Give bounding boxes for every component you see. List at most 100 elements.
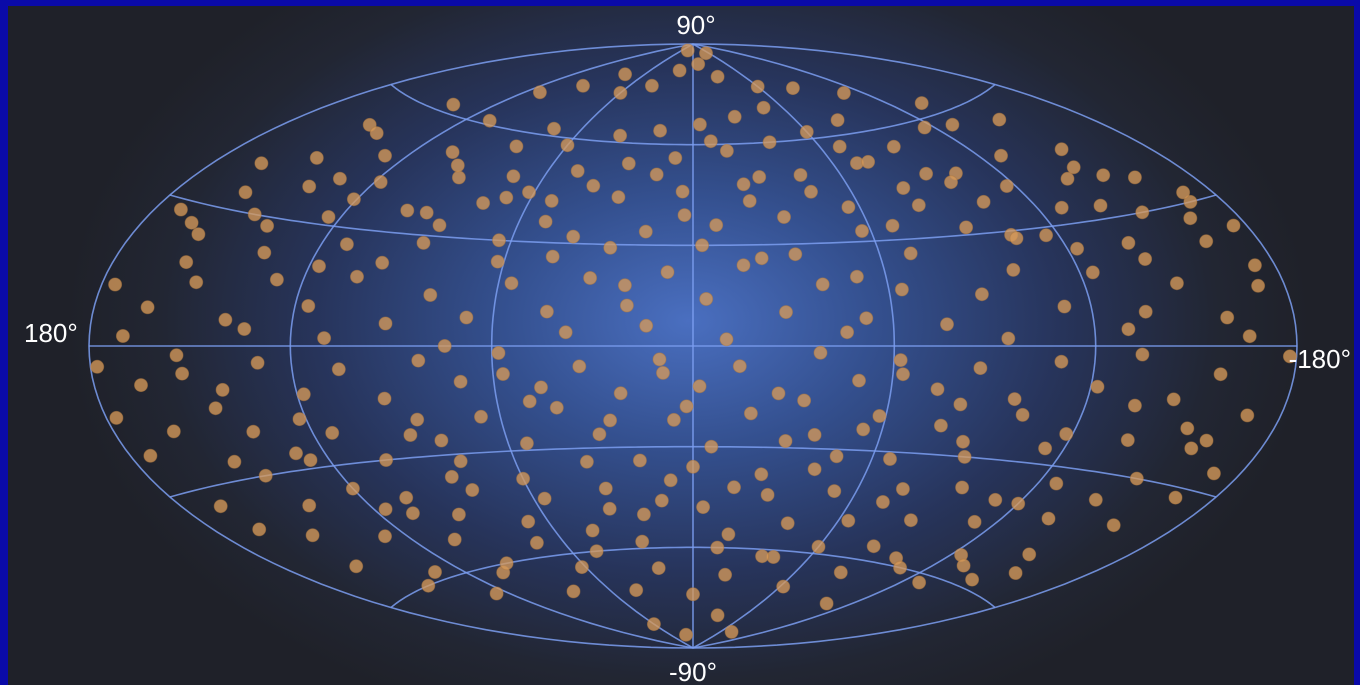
- data-point: [602, 501, 617, 516]
- data-point: [574, 560, 589, 575]
- data-point: [945, 117, 960, 132]
- data-point: [613, 85, 628, 100]
- data-point: [445, 145, 460, 160]
- data-point: [346, 192, 361, 207]
- data-point: [522, 185, 536, 200]
- data-point: [227, 454, 242, 469]
- data-point: [399, 490, 414, 505]
- data-point: [189, 275, 204, 290]
- data-point: [619, 298, 634, 313]
- data-point: [896, 181, 911, 195]
- data-point: [331, 362, 346, 377]
- data-point: [349, 559, 364, 574]
- data-point: [215, 382, 230, 397]
- data-point: [777, 210, 791, 224]
- data-point: [592, 427, 607, 442]
- data-point: [710, 69, 725, 84]
- data-point: [1251, 278, 1266, 293]
- data-point: [1096, 168, 1111, 183]
- data-point: [956, 434, 970, 449]
- data-point: [632, 453, 647, 468]
- data-point: [1057, 299, 1072, 314]
- data-point: [451, 507, 466, 522]
- data-point: [611, 190, 626, 205]
- data-point: [994, 148, 1008, 163]
- data-point: [1129, 471, 1144, 486]
- data-point: [1135, 205, 1150, 220]
- data-point: [886, 139, 901, 154]
- data-point: [940, 317, 954, 332]
- data-point: [506, 169, 521, 184]
- data-point: [1226, 218, 1241, 233]
- parallel--60: [390, 546, 996, 609]
- data-point: [1183, 194, 1198, 209]
- data-point: [444, 469, 459, 484]
- data-point: [696, 500, 711, 515]
- data-point: [1166, 392, 1181, 407]
- data-point: [1138, 252, 1153, 266]
- data-point: [305, 528, 320, 543]
- data-point: [651, 561, 666, 576]
- data-point: [841, 200, 856, 215]
- data-point: [423, 288, 438, 302]
- data-point: [1085, 265, 1100, 280]
- data-point: [1038, 441, 1053, 456]
- parallel-30: [169, 194, 1217, 247]
- data-point: [109, 410, 124, 425]
- data-point: [974, 287, 989, 302]
- data-point: [736, 258, 751, 273]
- data-point: [866, 539, 881, 554]
- data-point: [373, 175, 388, 189]
- data-point: [143, 448, 158, 463]
- data-point: [410, 412, 425, 427]
- data-point: [813, 345, 828, 360]
- data-point: [1011, 496, 1026, 511]
- data-point: [411, 353, 426, 368]
- data-point: [522, 394, 537, 409]
- data-point: [780, 516, 795, 531]
- data-point: [492, 233, 506, 248]
- data-point: [237, 322, 252, 336]
- data-point: [1127, 170, 1142, 185]
- data-point: [785, 81, 800, 96]
- data-point: [191, 227, 206, 242]
- data-point: [465, 483, 480, 497]
- data-point: [566, 584, 581, 599]
- data-point: [691, 57, 706, 72]
- data-point: [1039, 228, 1054, 243]
- data-point: [635, 534, 650, 549]
- data-point: [872, 409, 887, 423]
- data-point: [1041, 511, 1056, 526]
- data-point: [491, 346, 506, 360]
- data-point: [378, 316, 393, 331]
- data-point: [613, 128, 628, 143]
- data-point: [1121, 322, 1136, 337]
- data-point: [666, 412, 681, 427]
- data-point: [710, 608, 725, 623]
- data-point: [724, 624, 739, 639]
- data-point: [474, 409, 488, 424]
- data-point: [710, 540, 725, 555]
- data-point: [911, 198, 926, 213]
- data-point: [532, 85, 547, 100]
- data-point: [675, 184, 690, 199]
- data-point: [302, 179, 317, 194]
- data-point: [292, 412, 307, 427]
- data-point: [1127, 398, 1142, 413]
- data-point: [379, 453, 394, 467]
- data-point: [1168, 490, 1183, 505]
- data-point: [704, 439, 719, 454]
- data-point: [1054, 142, 1069, 157]
- data-point: [303, 453, 318, 468]
- data-point: [537, 491, 552, 506]
- data-point: [345, 481, 360, 496]
- data-point: [459, 310, 474, 325]
- data-point: [1220, 310, 1235, 325]
- data-point: [309, 150, 324, 165]
- data-point: [652, 352, 667, 367]
- data-point: [586, 178, 601, 193]
- data-point: [416, 235, 431, 250]
- data-point: [1088, 492, 1103, 507]
- data-point: [955, 480, 970, 495]
- data-point: [992, 112, 1007, 127]
